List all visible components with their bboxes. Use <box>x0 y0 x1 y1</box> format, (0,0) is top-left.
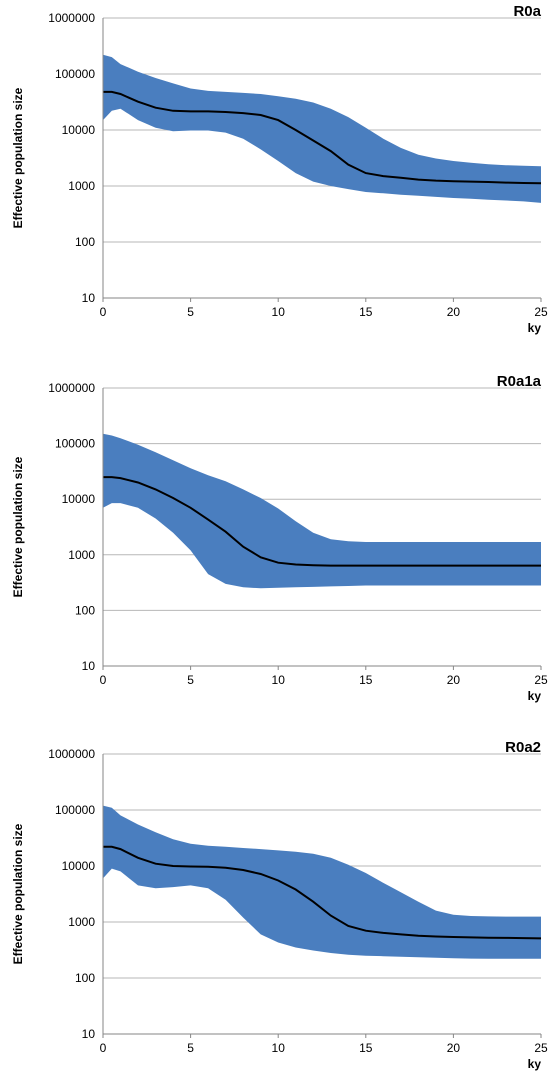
x-tick-label: 15 <box>359 1041 373 1055</box>
chart-1: 10 100 1000 10000 100000 1000000 0 5 10 15 20 25 ky E… <box>11 3 548 335</box>
x-tick-label: 5 <box>187 673 194 687</box>
y-tick-label: 100000 <box>55 67 95 81</box>
x-tick-label: 15 <box>359 305 373 319</box>
chart-2: 10 100 1000 10000 100000 1000000 0 5 10 15 20 25 ky E… <box>11 373 548 703</box>
x-tick-label: 5 <box>187 305 194 319</box>
y-tick-label: 1000 <box>68 548 95 562</box>
chart-3: 10 100 1000 10000 100000 1000000 0 5 10 15 20 25 ky E… <box>11 739 548 1071</box>
y-tick-label: 1000000 <box>48 381 95 395</box>
median-line <box>103 90 542 185</box>
x-tick-label: 10 <box>272 673 286 687</box>
confidence-band <box>103 54 541 203</box>
y-tick-label: 10 <box>82 291 96 305</box>
x-axis-label: ky <box>528 1057 542 1071</box>
x-tick-label: 20 <box>447 673 461 687</box>
x-tick-label: 15 <box>359 673 373 687</box>
confidence-band <box>103 805 541 959</box>
chart-title: R0a2 <box>505 739 541 756</box>
x-tick-label: 25 <box>534 305 548 319</box>
x-tick-label: 25 <box>534 1041 548 1055</box>
y-tick-label: 100000 <box>55 803 95 817</box>
x-axis-label: ky <box>528 689 542 703</box>
x-axis-label: ky <box>528 321 542 335</box>
x-tick-label: 0 <box>100 305 107 319</box>
x-tick-label: 5 <box>187 1041 194 1055</box>
y-tick-label: 100 <box>75 235 95 249</box>
y-tick-label: 100 <box>75 971 95 985</box>
y-tick-label: 10000 <box>62 123 96 137</box>
y-tick-label: 1000 <box>68 915 95 929</box>
y-tick-label: 10000 <box>62 859 96 873</box>
x-tick-label: 25 <box>534 673 548 687</box>
y-tick-label: 10 <box>82 1027 96 1041</box>
confidence-band <box>103 433 541 589</box>
y-tick-label: 1000000 <box>48 747 95 761</box>
x-tick-label: 0 <box>100 673 107 687</box>
median-line <box>103 845 542 940</box>
y-tick-label: 1000 <box>68 179 95 193</box>
x-tick-label: 10 <box>272 305 286 319</box>
x-tick-label: 10 <box>272 1041 286 1055</box>
x-tick-label: 20 <box>447 1041 461 1055</box>
median-line <box>103 476 541 567</box>
chart-title: R0a1a <box>497 373 542 390</box>
y-tick-label: 10 <box>82 659 96 673</box>
y-tick-label: 1000000 <box>48 11 95 25</box>
x-tick-label: 20 <box>447 305 461 319</box>
chart-title: R0a <box>513 3 541 20</box>
y-axis-label: Effective population size <box>11 456 25 597</box>
y-tick-label: 100000 <box>55 437 95 451</box>
y-tick-label: 10000 <box>62 492 96 506</box>
x-tick-label: 0 <box>100 1041 107 1055</box>
y-axis-label: Effective population size <box>11 87 25 228</box>
y-axis-label: Effective population size <box>11 823 25 964</box>
y-tick-label: 100 <box>75 603 95 617</box>
